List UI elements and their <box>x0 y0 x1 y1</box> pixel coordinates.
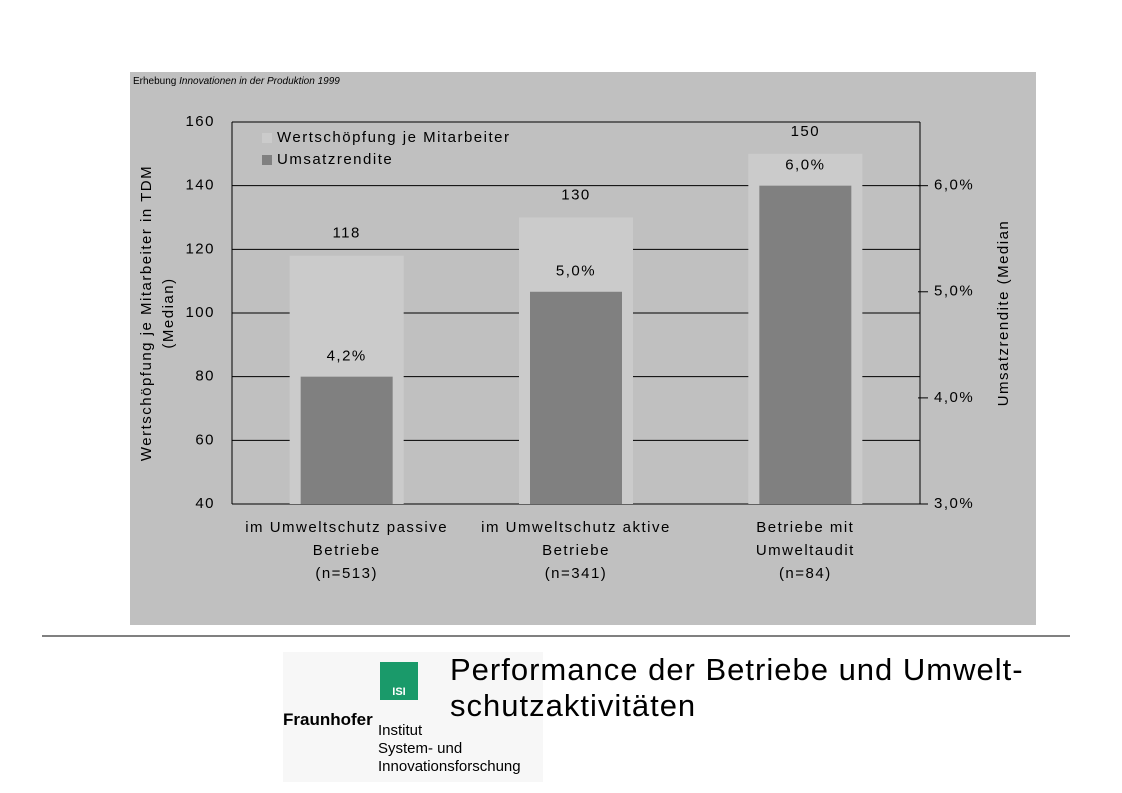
logo: ISI Fraunhofer Institut System- und Inno… <box>283 652 543 782</box>
bar <box>530 291 622 504</box>
source-italic: Innovationen in der Produktion 1999 <box>179 76 340 87</box>
y-tick-label: 80 <box>195 368 215 385</box>
logo-brand: Fraunhofer <box>283 710 373 729</box>
x-tick-label: (n=513) <box>315 565 378 582</box>
y-tick-label: 120 <box>185 240 215 257</box>
y2-tick-label: 6,0% <box>934 177 974 194</box>
x-tick-label: Umweltaudit <box>756 542 855 559</box>
y2-axis-label: Umsatzrendite (Median <box>995 220 1012 407</box>
y-tick-label: 100 <box>185 304 215 321</box>
y2-tick-label: 4,0% <box>934 389 974 406</box>
y-axis-label-line: Wertschöpfung je Mitarbeiter in TDM <box>138 165 155 461</box>
y-axis-label: Wertschöpfung je Mitarbeiter in TDM (Medi… <box>138 165 177 461</box>
slide-title: Performance der Betriebe und Umwelt- sch… <box>450 652 1024 724</box>
data-label: 6,0% <box>785 157 825 174</box>
y2-tick-label: 3,0% <box>934 495 974 512</box>
x-tick-label: (n=84) <box>779 565 832 582</box>
legend-swatch <box>262 155 272 165</box>
bar <box>300 376 393 504</box>
chart: Erhebung Innovationen in der Produktion … <box>42 72 1070 637</box>
logo-line: Institut <box>378 722 423 739</box>
legend-label: Wertschöpfung je Mitarbeiter <box>277 129 510 146</box>
slide-title-line: schutzaktivitäten <box>450 688 697 723</box>
slide-title-line: Performance der Betriebe und Umwelt- <box>450 652 1024 687</box>
x-tick-label: Betriebe <box>313 542 381 559</box>
bar <box>759 185 852 504</box>
y-tick-label: 140 <box>185 177 215 194</box>
data-label: 130 <box>561 186 591 203</box>
logo-line: System- und <box>378 740 463 757</box>
y-tick-label: 40 <box>195 495 215 512</box>
x-tick-label: Betriebe <box>542 542 610 559</box>
x-tick-label: (n=341) <box>545 565 608 582</box>
data-label: 150 <box>791 123 821 140</box>
y2-tick-label: 5,0% <box>934 283 974 300</box>
data-label: 118 <box>332 225 360 242</box>
x-tick-label: Betriebe mit <box>756 519 854 536</box>
logo-lines: Institut System- und Innovationsforschun… <box>378 722 521 776</box>
logo-line: Innovationsforschung <box>378 758 521 775</box>
x-tick-label: im Umweltschutz passive <box>245 519 448 536</box>
legend-swatch <box>262 133 272 143</box>
legend-label: Umsatzrendite <box>277 151 393 168</box>
y-axis-label-line: (Median) <box>160 277 177 348</box>
source: Erhebung Innovationen in der Produktion … <box>133 76 340 87</box>
data-label: 5,0% <box>556 263 596 280</box>
logo-mark: ISI <box>380 662 418 700</box>
data-label: 4,2% <box>327 348 367 365</box>
source-prefix: Erhebung <box>133 76 176 87</box>
x-tick-label: im Umweltschutz aktive <box>481 519 671 536</box>
y-tick-label: 60 <box>195 431 215 448</box>
y-tick-label: 160 <box>185 113 215 130</box>
